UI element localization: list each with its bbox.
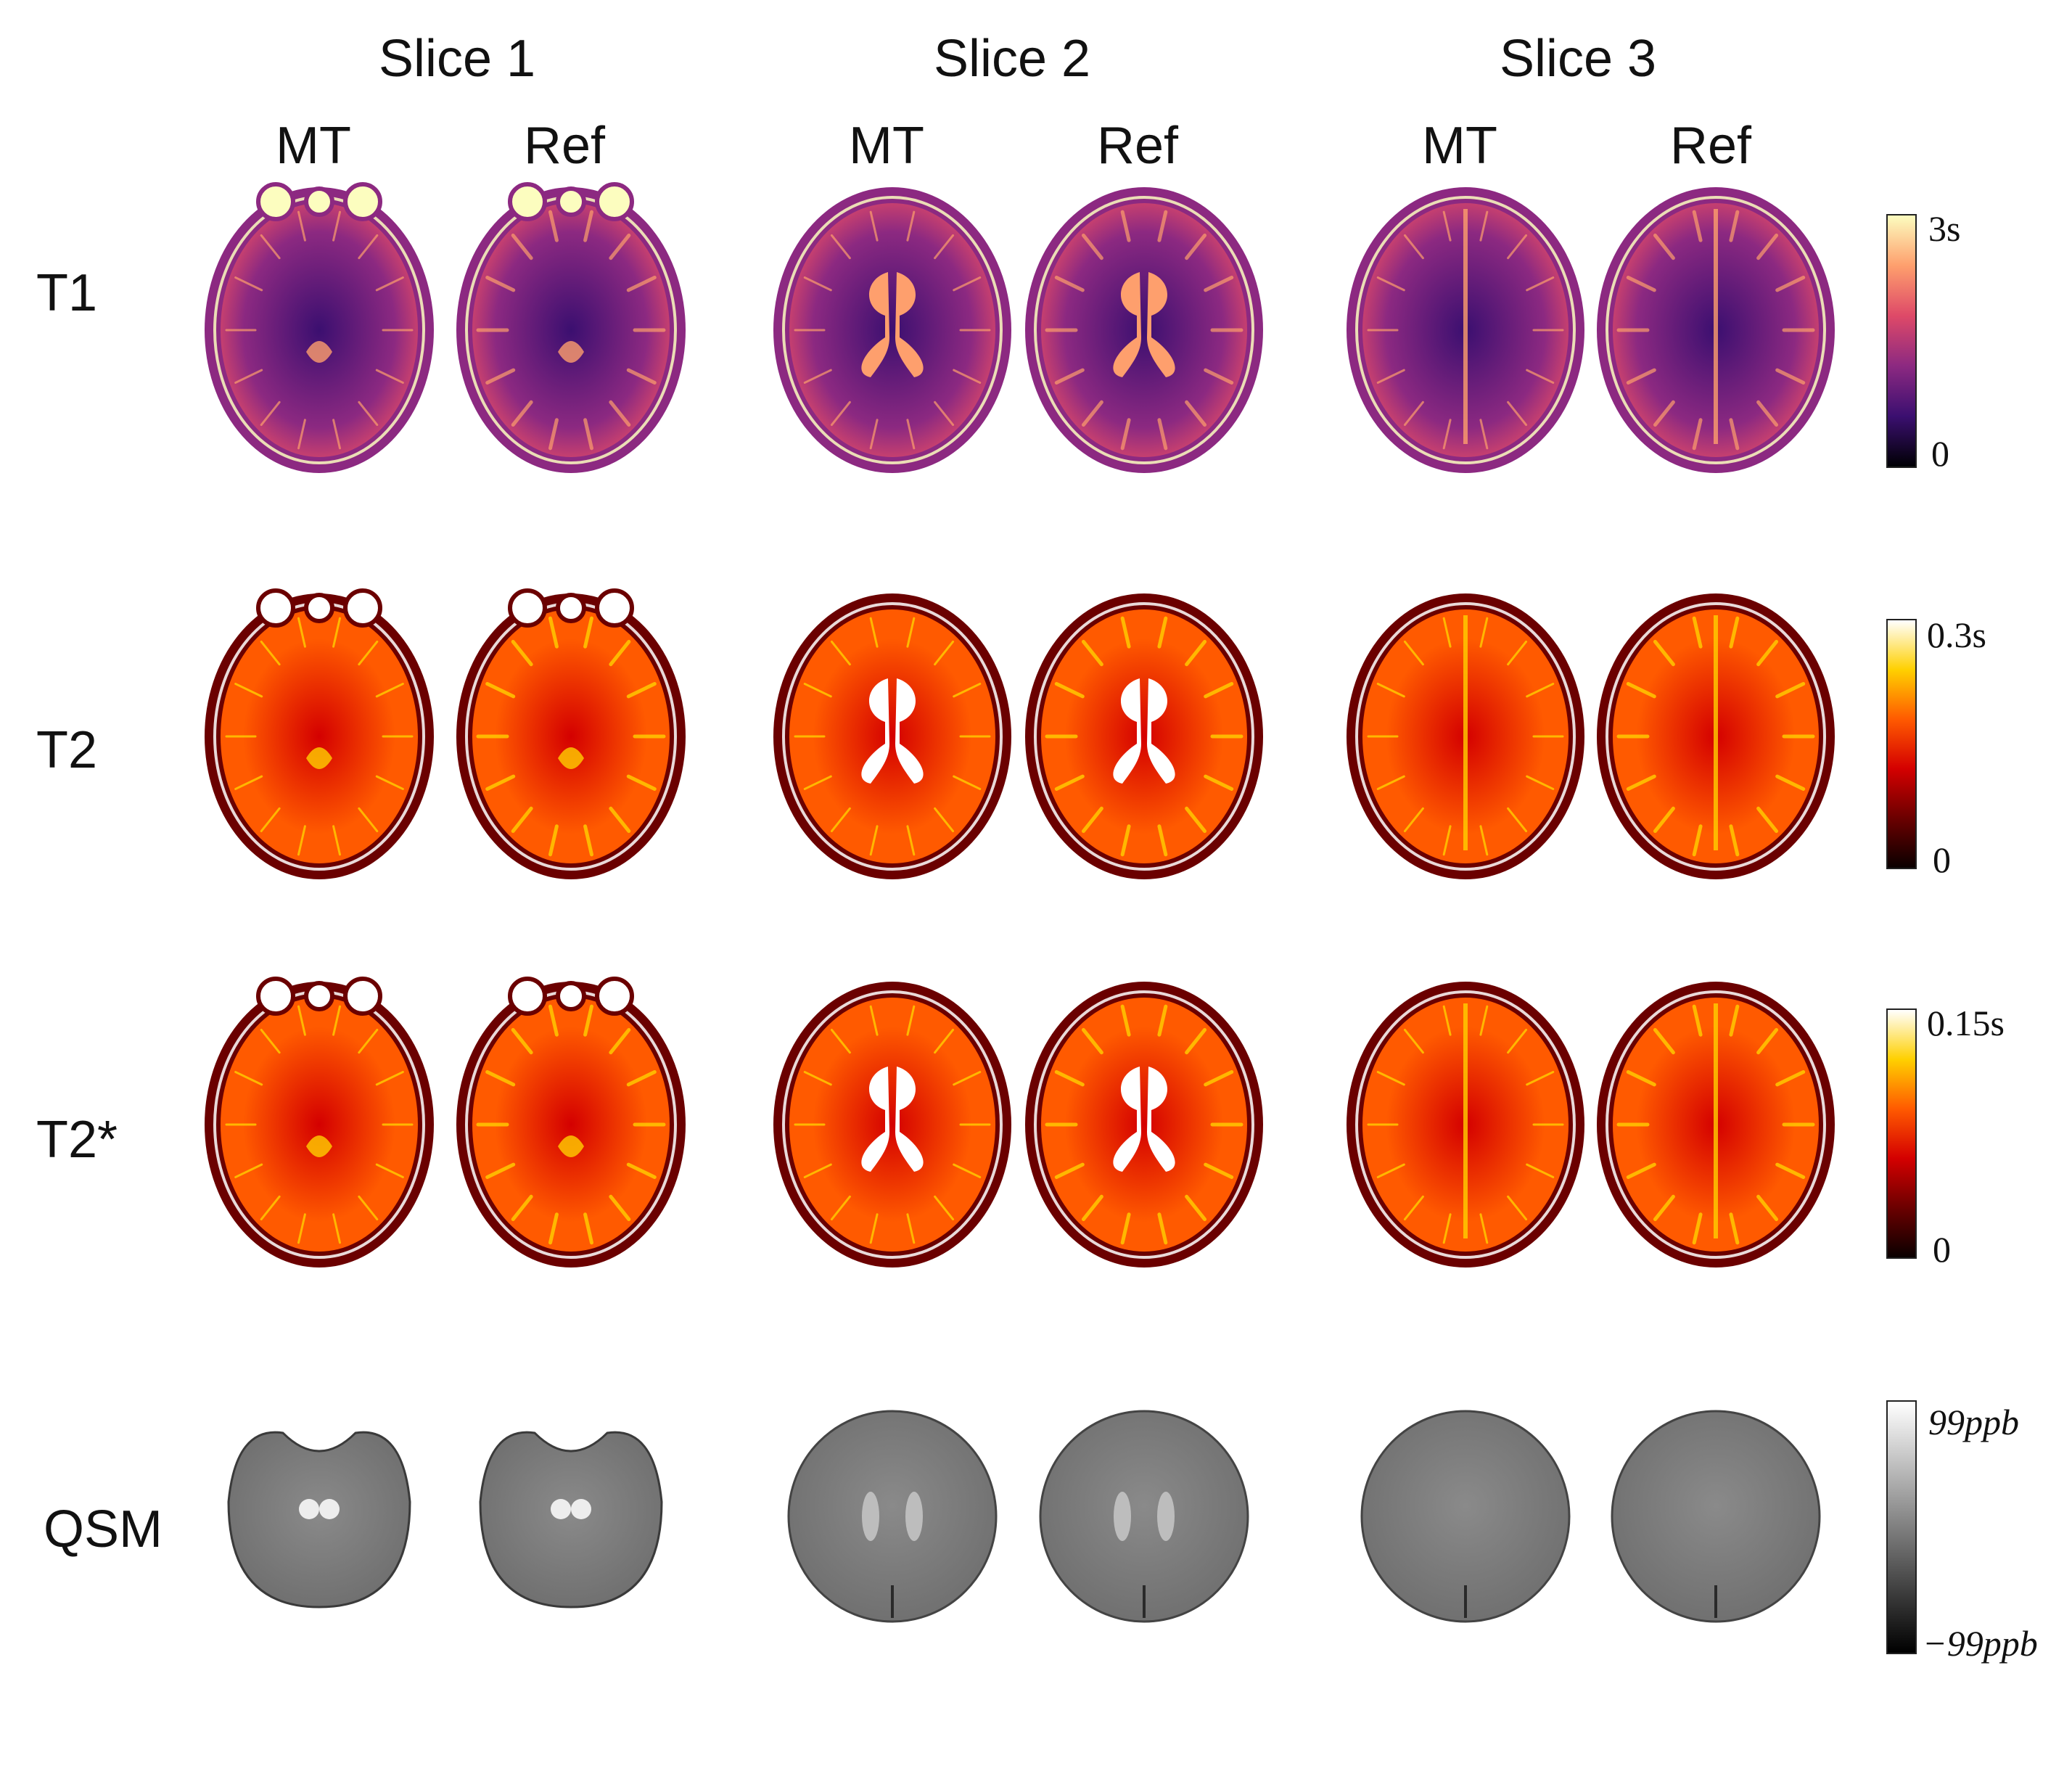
t1-slice-2-mt-map xyxy=(773,187,1011,473)
slice-1-mt-label: MT xyxy=(276,117,351,175)
qsm-slice-2-ref-map xyxy=(1039,1410,1249,1623)
t2star-slice-1-ref-map xyxy=(456,977,686,1268)
qsm-slice-1-ref-map xyxy=(479,1431,663,1609)
t2-colorbar-max: 0.3s xyxy=(1927,615,1986,655)
t2-slice-2-ref-map xyxy=(1025,593,1263,879)
qsm-slice-2-mt-map xyxy=(787,1410,998,1623)
row-label-qsm: QSM xyxy=(44,1500,163,1558)
qsm-colorbar-min: −99ppb xyxy=(1923,1623,2038,1664)
t2-slice-1-ref-map xyxy=(456,588,686,879)
t2star-slice-2-ref-map xyxy=(1025,982,1263,1268)
slice-2-ref-label: Ref xyxy=(1096,117,1179,175)
t2star-colorbar-min: 0 xyxy=(1933,1229,1951,1270)
slice-3-mt-label: MT xyxy=(1422,117,1497,175)
t1-slice-3-mt-map xyxy=(1347,187,1584,473)
t1-slice-1-ref-map xyxy=(456,182,686,473)
t2-slice-2-mt-map xyxy=(773,593,1011,879)
slice-2-title: Slice 2 xyxy=(933,30,1091,88)
row-label-t2star: T2* xyxy=(36,1111,118,1169)
t2star-slice-3-ref-map xyxy=(1597,982,1835,1268)
row-label-t1: T1 xyxy=(36,264,98,322)
t1-colorbar-max: 3s xyxy=(1928,208,1961,249)
t2star-colorbar xyxy=(1886,1008,1917,1259)
qsm-slice-3-ref-map xyxy=(1611,1410,1821,1623)
t1-colorbar xyxy=(1886,214,1917,468)
slice-2-mt-label: MT xyxy=(849,117,924,175)
t2star-colorbar-max: 0.15s xyxy=(1927,1003,2005,1043)
slice-3-ref-label: Ref xyxy=(1669,117,1752,175)
t2-slice-3-mt-map xyxy=(1347,593,1584,879)
qsm-slice-3-mt-map xyxy=(1360,1410,1571,1623)
t1-slice-1-mt-map xyxy=(205,182,434,473)
t1-colorbar-min: 0 xyxy=(1931,433,1949,474)
qsm-slice-1-mt-map xyxy=(227,1431,411,1609)
slice-3-title: Slice 3 xyxy=(1499,30,1657,88)
t2-slice-3-ref-map xyxy=(1597,593,1835,879)
slice-1-title: Slice 1 xyxy=(378,30,536,88)
t2-slice-1-mt-map xyxy=(205,588,434,879)
t2-colorbar xyxy=(1886,619,1917,869)
t2star-slice-3-mt-map xyxy=(1347,982,1584,1268)
t2star-slice-2-mt-map xyxy=(773,982,1011,1268)
row-label-t2: T2 xyxy=(36,721,98,779)
qsm-colorbar-max: 99ppb xyxy=(1928,1402,2019,1442)
t2-colorbar-min: 0 xyxy=(1933,839,1951,880)
t1-slice-2-ref-map xyxy=(1025,187,1263,473)
qsm-colorbar xyxy=(1886,1400,1917,1654)
t2star-slice-1-mt-map xyxy=(205,977,434,1268)
t1-slice-3-ref-map xyxy=(1597,187,1835,473)
slice-1-ref-label: Ref xyxy=(523,117,606,175)
